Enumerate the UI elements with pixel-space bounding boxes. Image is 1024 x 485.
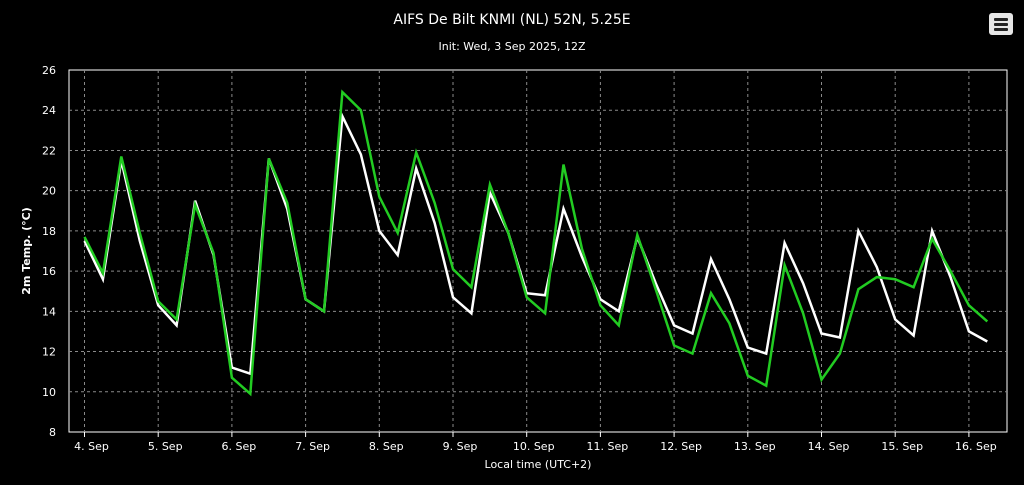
x-tick-label: 7. Sep (295, 440, 330, 453)
series-layer (83, 89, 989, 397)
chart-subtitle: Init: Wed, 3 Sep 2025, 12Z (438, 40, 585, 53)
x-tick-label: 4. Sep (74, 440, 109, 453)
y-tick-label: 16 (42, 265, 56, 278)
x-axis-tick-labels: 4. Sep 5. Sep 6. Sep 7. Sep 8. Sep 9. Sep 10. … (74, 440, 997, 453)
x-tick-label: 15. Sep (881, 440, 923, 453)
x-tick-label: 12. Sep (660, 440, 702, 453)
y-tick-label: 8 (49, 426, 56, 439)
x-tick-label: 14. Sep (808, 440, 850, 453)
x-tick-label: 5. Sep (148, 440, 183, 453)
y-tick-label: 18 (42, 225, 56, 238)
y-tick-label: 26 (42, 64, 56, 77)
x-tick-label: 10. Sep (513, 440, 555, 453)
y-axis-label: 2m Temp. (°C) (20, 207, 33, 294)
y-tick-label: 10 (42, 386, 56, 399)
y-tick-label: 20 (42, 185, 56, 198)
y-axis-tick-labels: 8 10 12 14 16 18 20 22 24 26 (42, 64, 56, 439)
grid-lines (69, 70, 1007, 437)
x-tick-label: 13. Sep (734, 440, 776, 453)
x-tick-label: 9. Sep (443, 440, 478, 453)
chart-title: AIFS De Bilt KNMI (NL) 52N, 5.25E (393, 12, 630, 28)
series-line-2 (83, 89, 989, 397)
plot-area (68, 69, 1008, 433)
x-tick-label: 8. Sep (369, 440, 404, 453)
x-tick-label: 6. Sep (222, 440, 257, 453)
y-tick-label: 22 (42, 144, 56, 157)
y-tick-label: 12 (42, 346, 56, 359)
x-axis-label: Local time (UTC+2) (485, 458, 592, 471)
y-tick-label: 24 (42, 104, 56, 117)
hamburger-menu-icon[interactable] (989, 13, 1013, 35)
series-line-1 (83, 111, 988, 376)
x-tick-label: 11. Sep (587, 440, 629, 453)
y-tick-label: 14 (42, 305, 56, 318)
x-tick-label: 16. Sep (955, 440, 997, 453)
